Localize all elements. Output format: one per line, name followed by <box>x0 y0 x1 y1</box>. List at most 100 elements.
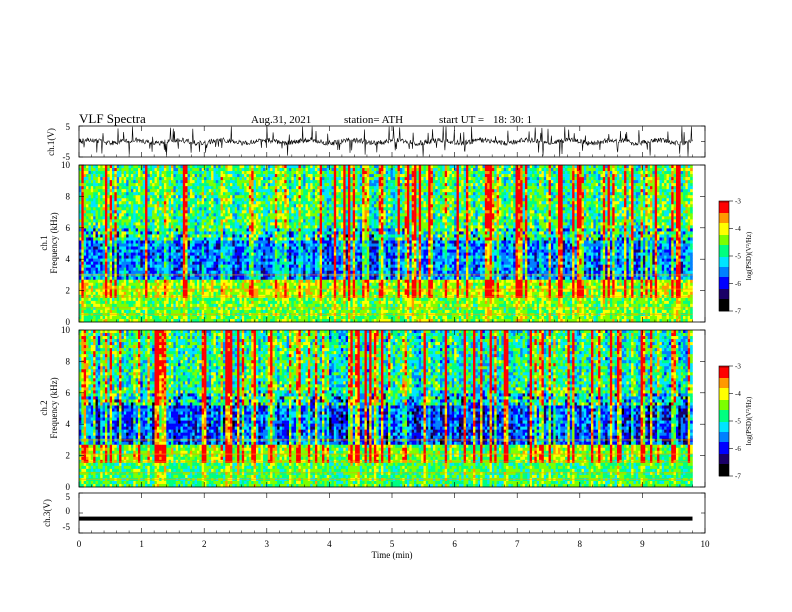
spectrogram-cell <box>284 225 287 228</box>
spectrogram-cell <box>176 244 179 247</box>
spectrogram-cell <box>152 262 155 265</box>
spectrogram-cell <box>206 247 209 250</box>
spectrogram-cell <box>180 247 183 250</box>
spectrogram-cell <box>280 256 283 259</box>
spectrogram-cell <box>282 165 285 168</box>
spectrogram-cell <box>171 228 174 231</box>
spectrogram-cell <box>242 168 245 171</box>
spectrogram-cell <box>289 259 292 262</box>
spectrogram-cell <box>121 247 124 250</box>
spectrogram-cell <box>157 171 160 174</box>
spectrogram-cell <box>256 195 259 198</box>
spectrogram-cell <box>232 307 235 310</box>
spectrogram-cell <box>209 165 212 168</box>
spectrogram-cell <box>202 237 205 240</box>
spectrogram-cell <box>263 256 266 259</box>
spectrogram-cell <box>110 265 113 268</box>
spectrogram-cell <box>228 301 231 304</box>
spectrogram-cell <box>159 301 162 304</box>
spectrogram-cell <box>185 183 188 186</box>
spectrogram-cell <box>251 240 254 243</box>
spectrogram-cell <box>230 259 233 262</box>
spectrogram-cell <box>223 210 226 213</box>
spectrogram-cell <box>272 237 275 240</box>
spectrogram-cell <box>84 204 87 207</box>
spectrogram-cell <box>291 213 294 216</box>
spectrogram-cell <box>289 268 292 271</box>
spectrogram-cell <box>282 301 285 304</box>
spectrogram-cell <box>216 165 219 168</box>
spectrogram-cell <box>176 171 179 174</box>
spectrogram-cell <box>291 292 294 295</box>
spectrogram-cell <box>235 189 238 192</box>
spectrogram-cell <box>103 262 106 265</box>
spectrogram-cell <box>98 231 101 234</box>
spectrogram-cell <box>275 213 278 216</box>
spectrogram-cell <box>235 262 238 265</box>
spectrogram-cell <box>105 295 108 298</box>
spectrogram-cell <box>166 304 169 307</box>
spectrogram-cell <box>254 304 257 307</box>
spectrogram-cell <box>162 304 165 307</box>
spectrogram-cell <box>107 180 110 183</box>
spectrogram-cell <box>232 280 235 283</box>
spectrogram-cell <box>268 304 271 307</box>
spectrogram-cell <box>192 262 195 265</box>
spectrogram-cell <box>164 180 167 183</box>
spectrogram-cell <box>287 165 290 168</box>
spectrogram-cell <box>244 216 247 219</box>
spectrogram-cell <box>192 216 195 219</box>
spectrogram-cell <box>258 247 261 250</box>
spectrogram-cell <box>143 256 146 259</box>
spectrogram-cell <box>147 168 150 171</box>
spectrogram-cell <box>218 174 221 177</box>
spectrogram-cell <box>131 183 134 186</box>
spectrogram-cell <box>176 307 179 310</box>
spectrogram-cell <box>258 259 261 262</box>
spectrogram-cell <box>263 168 266 171</box>
spectrogram-cell <box>256 204 259 207</box>
spectrogram-cell <box>202 207 205 210</box>
spectrogram-cell <box>261 234 264 237</box>
spectrogram-cell <box>112 216 115 219</box>
spectrogram-cell <box>218 189 221 192</box>
spectrogram-cell <box>254 198 257 201</box>
spectrogram-cell <box>192 186 195 189</box>
spectrogram-cell <box>199 240 202 243</box>
spectrogram-cell <box>157 271 160 274</box>
spectrogram-cell <box>282 298 285 301</box>
spectrogram-cell <box>112 198 115 201</box>
spectrogram-cell <box>287 316 290 319</box>
spectrogram-cell <box>188 307 191 310</box>
spectrogram-cell <box>256 216 259 219</box>
spectrogram-cell <box>268 298 271 301</box>
spectrogram-cell <box>258 304 261 307</box>
spectrogram-cell <box>289 234 292 237</box>
spectrogram-cell <box>218 213 221 216</box>
spectrogram-cell <box>81 171 84 174</box>
spectrogram-cell <box>162 259 165 262</box>
spectrogram-cell <box>159 292 162 295</box>
spectrogram-cell <box>256 237 259 240</box>
spectrogram-cell <box>272 286 275 289</box>
spectrogram-cell <box>152 268 155 271</box>
spectrogram-cell <box>145 165 148 168</box>
spectrogram-cell <box>183 265 186 268</box>
spectrogram-cell <box>185 307 188 310</box>
spectrogram-cell <box>242 225 245 228</box>
spectrogram-cell <box>162 210 165 213</box>
spectrogram-cell <box>183 262 186 265</box>
spectrogram-cell <box>199 292 202 295</box>
spectrogram-cell <box>124 295 127 298</box>
spectrogram-cell <box>124 277 127 280</box>
spectrogram-cell <box>126 186 129 189</box>
spectrogram-cell <box>251 201 254 204</box>
spectrogram-cell <box>81 165 84 168</box>
spectrogram-cell <box>131 204 134 207</box>
spectrogram-cell <box>209 307 212 310</box>
spectrogram-cell <box>301 189 304 192</box>
spectrogram-cell <box>157 256 160 259</box>
spectrogram-cell <box>93 186 96 189</box>
spectrogram-cell <box>268 216 271 219</box>
spectrogram-cell <box>263 204 266 207</box>
